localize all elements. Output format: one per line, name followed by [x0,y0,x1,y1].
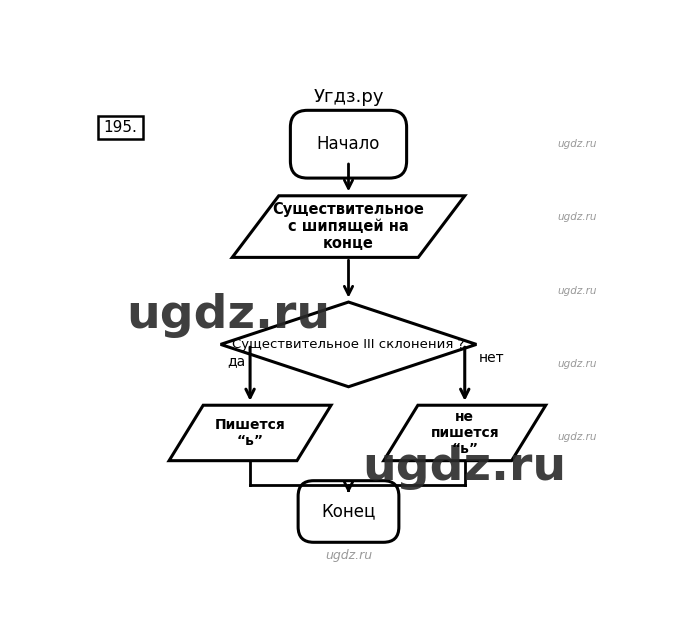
Text: ugdz.ru: ugdz.ru [557,212,596,222]
Text: да: да [227,354,245,368]
Text: Пишется
“ь”: Пишется “ь” [215,418,286,448]
Text: ugdz.ru: ugdz.ru [557,432,596,442]
Text: Существительное III склонения ?: Существительное III склонения ? [233,338,464,351]
Text: 195.: 195. [104,120,137,135]
Text: ugdz.ru: ugdz.ru [325,549,372,562]
Polygon shape [169,405,331,461]
Text: ugdz.ru: ugdz.ru [557,285,596,296]
Text: Существительное
с шипящей на
конце: Существительное с шипящей на конце [273,202,424,252]
Text: ugdz.ru: ugdz.ru [362,445,567,490]
Polygon shape [220,302,477,387]
Polygon shape [384,405,546,461]
Text: Начало: Начало [317,135,380,154]
Text: Конец: Конец [322,503,375,520]
FancyBboxPatch shape [290,110,407,178]
FancyBboxPatch shape [298,481,399,542]
Text: Угдз.ру: Угдз.ру [313,88,384,106]
Text: ugdz.ru: ugdz.ru [557,140,596,149]
Text: ugdz.ru: ugdz.ru [126,292,330,338]
Text: не
пишется
“ь”: не пишется “ь” [430,410,499,456]
Text: ugdz.ru: ugdz.ru [557,359,596,369]
FancyBboxPatch shape [98,116,143,139]
Polygon shape [233,196,464,257]
Text: нет: нет [479,351,505,365]
